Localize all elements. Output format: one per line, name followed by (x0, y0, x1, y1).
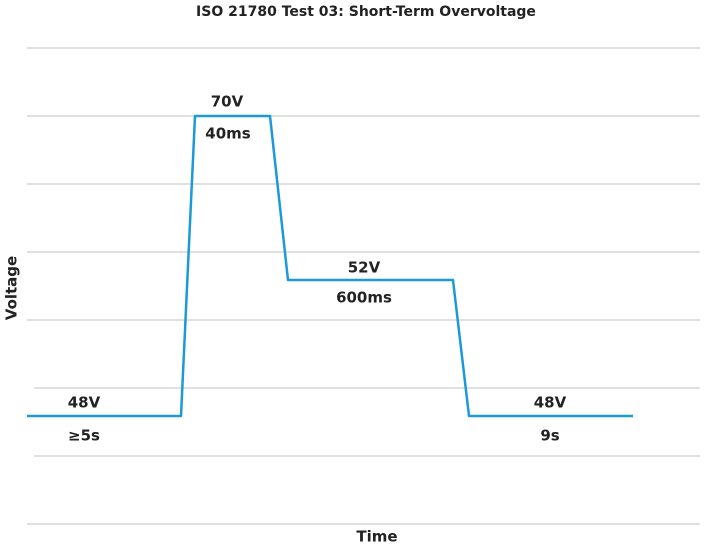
level-label: 52V (348, 259, 381, 277)
diagram-title: ISO 21780 Test 03: Short-Term Overvoltag… (196, 4, 536, 20)
duration-label: ≥5s (68, 427, 100, 445)
x-axis-label: Time (356, 528, 397, 546)
level-label: 48V (68, 394, 101, 412)
level-label: 70V (211, 93, 244, 111)
duration-label: 600ms (336, 289, 392, 307)
voltage-waveform (27, 114, 633, 418)
y-axis-label: Voltage (3, 256, 21, 320)
grid (27, 47, 700, 525)
level-label: 48V (534, 394, 567, 412)
duration-label: 40ms (205, 125, 251, 143)
duration-label: 9s (540, 427, 559, 445)
